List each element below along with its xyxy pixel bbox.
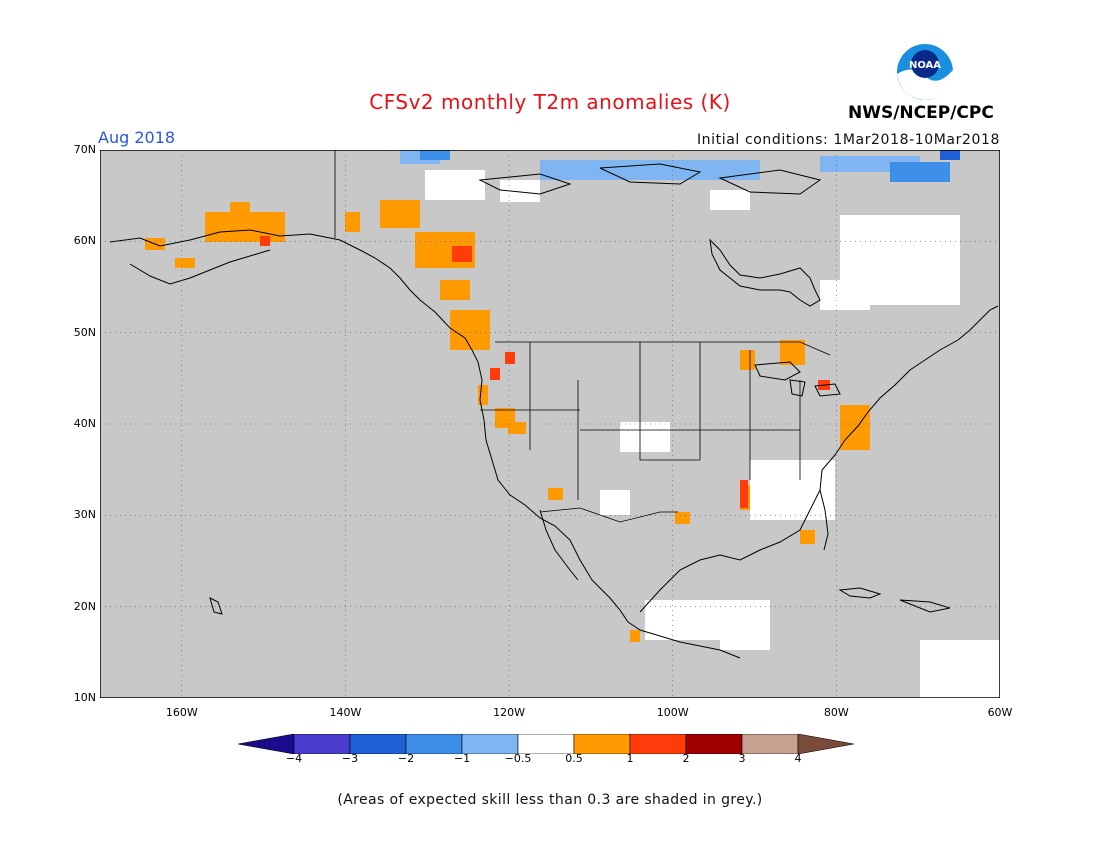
- lat-label: 20N: [73, 599, 96, 613]
- anomaly-cell-warm: [380, 200, 420, 228]
- colorbar-label: 1: [626, 752, 634, 765]
- colorbar-swatch: [461, 734, 519, 754]
- noaa-logo: NOAA: [895, 42, 955, 102]
- anomaly-cell-warm: [675, 512, 690, 524]
- colorbar-label: −4: [285, 752, 303, 765]
- colorbar-label: −0.5: [504, 752, 532, 765]
- graticule: [100, 150, 1000, 698]
- lon-label: 120W: [493, 706, 526, 719]
- colorbar-swatch: [573, 734, 631, 754]
- anomaly-cell-neutral: [620, 422, 670, 452]
- anomaly-cell-cool: [540, 160, 760, 180]
- colorbar-label: 4: [794, 752, 802, 765]
- anomaly-map: [100, 150, 1000, 698]
- anomaly-cell-warm: [548, 488, 563, 500]
- anomaly-cell-neutral: [820, 280, 870, 310]
- anomaly-cell-neutral: [710, 190, 750, 210]
- colorbar-swatch: [685, 734, 743, 754]
- colorbar-swatch: [349, 734, 407, 754]
- anomaly-cell-warm: [440, 280, 470, 300]
- anomaly-cell-hot: [260, 236, 270, 246]
- colorbar-swatch: [293, 734, 351, 754]
- anomaly-cell-hot: [452, 246, 472, 262]
- anomaly-cell-warm: [478, 385, 488, 405]
- anomaly-cell-warm: [230, 202, 250, 212]
- colorbar-label: −1: [453, 752, 471, 765]
- lon-label: 60W: [987, 706, 1013, 719]
- anomaly-cell-warm: [630, 630, 640, 642]
- anomaly-cell-very-cold: [940, 150, 960, 160]
- anomaly-cell-warm: [450, 310, 490, 350]
- anomaly-cell-warm: [740, 350, 755, 370]
- anomaly-cell-neutral: [750, 460, 835, 520]
- svg-text:NOAA: NOAA: [909, 60, 941, 71]
- colorbar-swatch: [517, 734, 575, 754]
- colorbar: [238, 734, 855, 754]
- colorbar-label: 0.5: [565, 752, 583, 765]
- lat-label: 40N: [73, 417, 96, 430]
- anomaly-cell-hot: [740, 480, 748, 508]
- anomaly-cell-neutral: [920, 640, 1000, 698]
- initial-conditions: Initial conditions: 1Mar2018-10Mar2018: [696, 132, 1000, 148]
- chart-title: CFSv2 monthly T2m anomalies (K): [369, 90, 731, 114]
- valid-month: Aug 2018: [98, 128, 176, 147]
- anomaly-cell-warm: [508, 422, 526, 434]
- anomaly-cell-warm: [800, 530, 815, 544]
- org-label: NWS/NCEP/CPC: [848, 103, 994, 123]
- colorbar-label: 3: [738, 752, 746, 765]
- colorbar-swatch: [238, 734, 295, 754]
- lon-label: 140W: [329, 706, 362, 719]
- colorbar-label: −3: [341, 752, 359, 765]
- anomaly-cell-neutral: [720, 600, 770, 650]
- footnote: (Areas of expected skill less than 0.3 a…: [337, 792, 763, 808]
- anomaly-cell-warm: [205, 212, 285, 242]
- anomaly-cell-neutral: [500, 180, 540, 202]
- colorbar-label: −2: [397, 752, 415, 765]
- colorbar-swatch: [405, 734, 463, 754]
- anomaly-cell-neutral: [425, 170, 485, 200]
- anomaly-cell-warm: [840, 405, 870, 450]
- lat-label: 30N: [73, 508, 96, 522]
- political-borders: [334, 150, 831, 523]
- anomaly-cell-neutral: [600, 490, 630, 515]
- colorbar-swatch: [741, 734, 799, 754]
- lat-label: 50N: [73, 325, 96, 339]
- lon-label: 80W: [823, 706, 849, 719]
- anomaly-cell-hot: [490, 368, 500, 380]
- lon-label: 100W: [656, 706, 689, 719]
- coastlines: [109, 163, 999, 659]
- colorbar-swatch: [797, 734, 855, 754]
- colorbar-swatch: [629, 734, 687, 754]
- lat-label: 70N: [73, 143, 96, 156]
- anomaly-cell-hot: [505, 352, 515, 364]
- anomaly-cell-warm: [175, 258, 195, 268]
- anomaly-cell-warm: [780, 340, 805, 365]
- anomaly-cell-cold: [890, 162, 950, 182]
- lat-label: 60N: [73, 234, 96, 248]
- anomaly-cell-cold: [420, 150, 450, 160]
- lon-label: 160W: [165, 706, 198, 719]
- colorbar-label: 2: [682, 752, 690, 765]
- lat-label: 10N: [73, 691, 96, 704]
- anomaly-cells: [145, 150, 1000, 698]
- anomaly-cell-warm: [345, 212, 360, 232]
